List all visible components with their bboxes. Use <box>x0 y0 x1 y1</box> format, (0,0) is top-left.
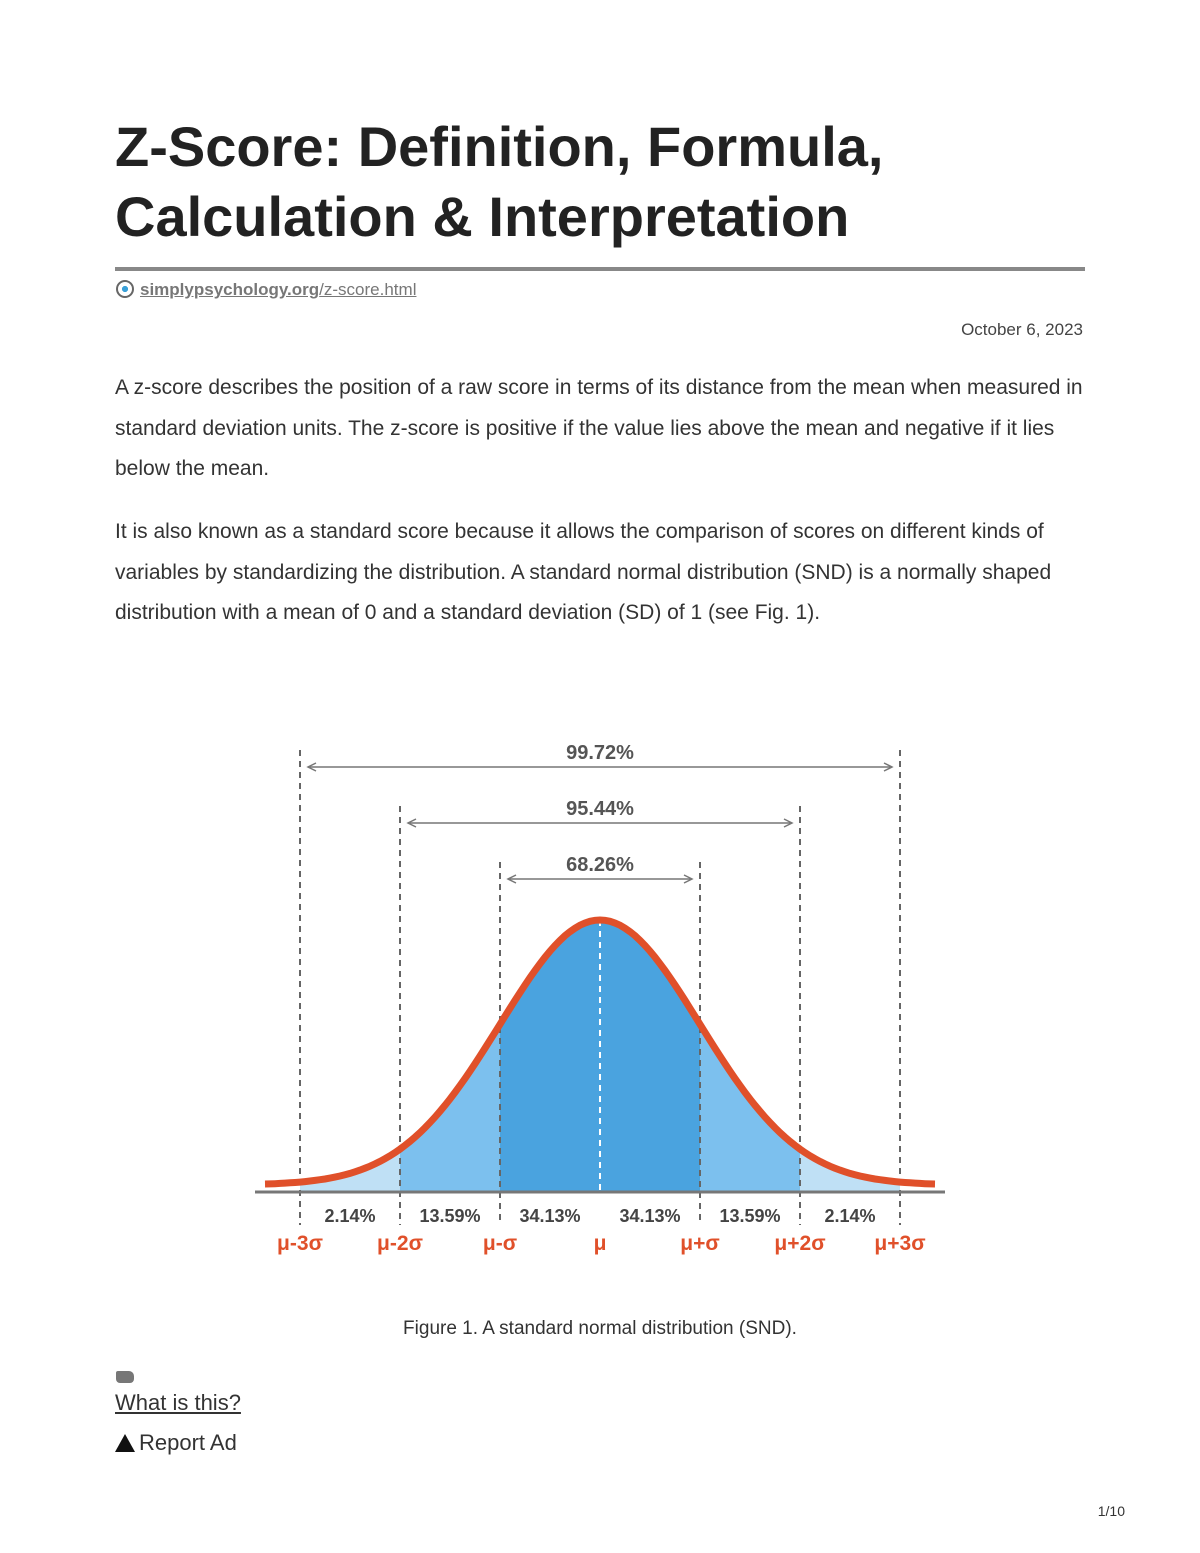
report-ad-label: Report Ad <box>139 1430 237 1455</box>
source-link[interactable]: simplypsychology.org/z-score.html <box>140 280 417 299</box>
arrowhead <box>506 874 517 884</box>
segment-label: 34.13% <box>519 1206 580 1226</box>
sigma-label: μ+2σ <box>774 1232 825 1255</box>
arrowhead <box>783 818 794 828</box>
distribution-curve <box>264 916 936 1188</box>
arrowhead <box>883 762 894 772</box>
paragraph-2: It is also known as a standard score bec… <box>115 520 1052 624</box>
sigma-label: μ <box>594 1232 607 1255</box>
segment-label: 34.13% <box>619 1206 680 1226</box>
warning-icon <box>115 1434 135 1452</box>
publish-date: October 6, 2023 <box>961 320 1083 339</box>
range-label: 99.72% <box>566 742 634 764</box>
sigma-label: μ-2σ <box>377 1232 423 1255</box>
arrowhead <box>406 818 417 828</box>
sigma-label: μ+σ <box>680 1232 719 1255</box>
area-segment <box>600 920 700 1192</box>
sigma-label: μ-3σ <box>277 1232 323 1255</box>
sigma-label: μ-σ <box>483 1232 517 1255</box>
page-number: 1/10 <box>1097 1503 1125 1519</box>
area-segment <box>500 920 600 1192</box>
what-is-this-link[interactable]: What is this? <box>115 1390 241 1415</box>
arrowhead <box>306 762 317 772</box>
globe-icon <box>116 280 134 298</box>
range-label: 68.26% <box>566 854 634 876</box>
figure-caption: Figure 1. A standard normal distribution… <box>403 1318 797 1339</box>
title-divider <box>115 267 1085 271</box>
segment-label: 13.59% <box>719 1206 780 1226</box>
segment-label: 2.14% <box>824 1206 875 1226</box>
page-title: Z-Score: Definition, Formula, Calculatio… <box>115 115 884 248</box>
ad-icon <box>116 1371 134 1383</box>
source-link-row: simplypsychology.org/z-score.html <box>116 280 416 300</box>
segment-label: 13.59% <box>419 1206 480 1226</box>
report-ad-button[interactable]: Report Ad <box>115 1430 237 1456</box>
segment-label: 2.14% <box>324 1206 375 1226</box>
arrowhead <box>683 874 694 884</box>
paragraph-1: A z-score describes the position of a ra… <box>115 376 1083 480</box>
sigma-label: μ+3σ <box>874 1232 925 1255</box>
normal-distribution-figure: 99.72% 95.44% 68.26% 2.14% 13.59% 34.13% 34.13… <box>255 742 945 1255</box>
range-label: 95.44% <box>566 798 634 820</box>
